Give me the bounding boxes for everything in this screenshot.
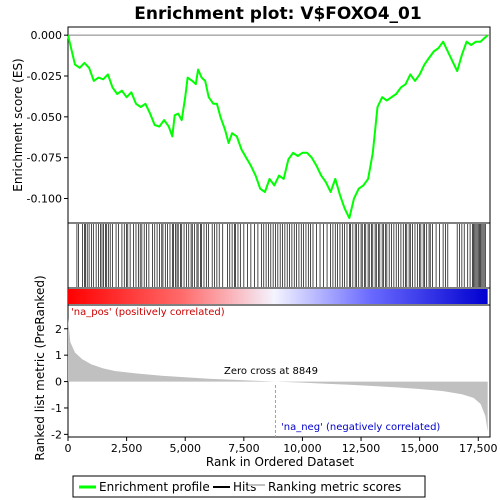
metric-ytick-label-3: -1	[51, 402, 62, 415]
es-layer	[67, 34, 490, 220]
xtick-label-3: 7,500	[228, 442, 260, 455]
es-ytick-label-4: -0.100	[27, 193, 62, 206]
es-ytick-label-1: -0.025	[27, 70, 62, 83]
xtick-label-7: 17,500	[459, 442, 498, 455]
chart-title: Enrichment plot: V$FOXO4_01	[134, 4, 421, 24]
xtick-label-5: 12,500	[342, 442, 381, 455]
metric-ytick-label-4: -2	[51, 428, 62, 441]
legend-frame	[72, 475, 426, 498]
es-ytick-label-3: -0.075	[27, 152, 62, 165]
legend: Enrichment profile Hits Ranking metric s…	[72, 475, 426, 498]
es-ytick-label-0: 0.000	[31, 29, 63, 42]
xtick-label-1: 2,500	[111, 442, 143, 455]
metric-xlabel: Rank in Ordered Dataset	[206, 455, 354, 469]
metric-layer	[68, 318, 488, 437]
colorbar-layer	[68, 289, 488, 304]
es-panel-frame	[67, 26, 491, 224]
hits-layer	[76, 224, 486, 287]
pos-label: 'na_pos' (positively correlated)	[71, 307, 225, 318]
metric-ylabel: Ranked list metric (PreRanked)	[33, 275, 47, 460]
neg-label: 'na_neg' (negatively correlated)	[281, 422, 440, 433]
es-profile-line	[67, 34, 489, 220]
legend-label-hits: Hits	[233, 480, 256, 494]
metric-ytick-label-2: 0	[55, 376, 62, 389]
zero-cross-label: Zero cross at 8849	[224, 366, 318, 377]
es-ytick-label-2: -0.050	[27, 111, 62, 124]
xtick-label-4: 10,000	[283, 442, 322, 455]
metric-ytick-label-0: 2	[55, 323, 62, 336]
xtick-label-2: 5,000	[169, 442, 201, 455]
metric-ytick-label-1: 1	[55, 349, 62, 362]
xtick-label-6: 15,000	[400, 442, 439, 455]
metric-area	[68, 318, 488, 432]
es-ylabel: Enrichment score (ES)	[11, 58, 25, 191]
colorbar-fill	[68, 289, 488, 304]
legend-label-metric: Ranking metric scores	[268, 480, 401, 494]
legend-label-enrichment: Enrichment profile	[99, 480, 210, 494]
xtick-label-0: 0	[65, 442, 72, 455]
